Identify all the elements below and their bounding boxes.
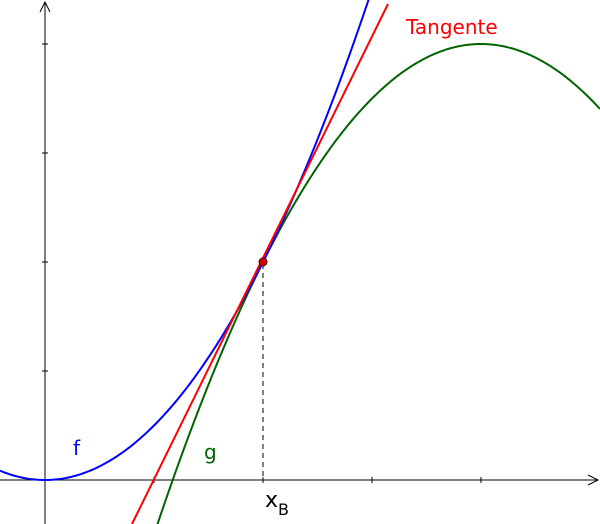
label-tangent: Tangente <box>405 15 498 39</box>
label-f: f <box>73 436 81 460</box>
x-axis-arrow <box>587 474 600 486</box>
label-xb-sub: B <box>278 500 289 519</box>
label-g: g <box>204 440 217 464</box>
tangent-point <box>258 257 268 267</box>
curve-f <box>0 0 370 481</box>
y-axis-arrow <box>39 0 51 13</box>
label-xb: xB <box>265 488 289 519</box>
curve-g <box>156 43 600 524</box>
label-xb-main: x <box>265 488 278 513</box>
